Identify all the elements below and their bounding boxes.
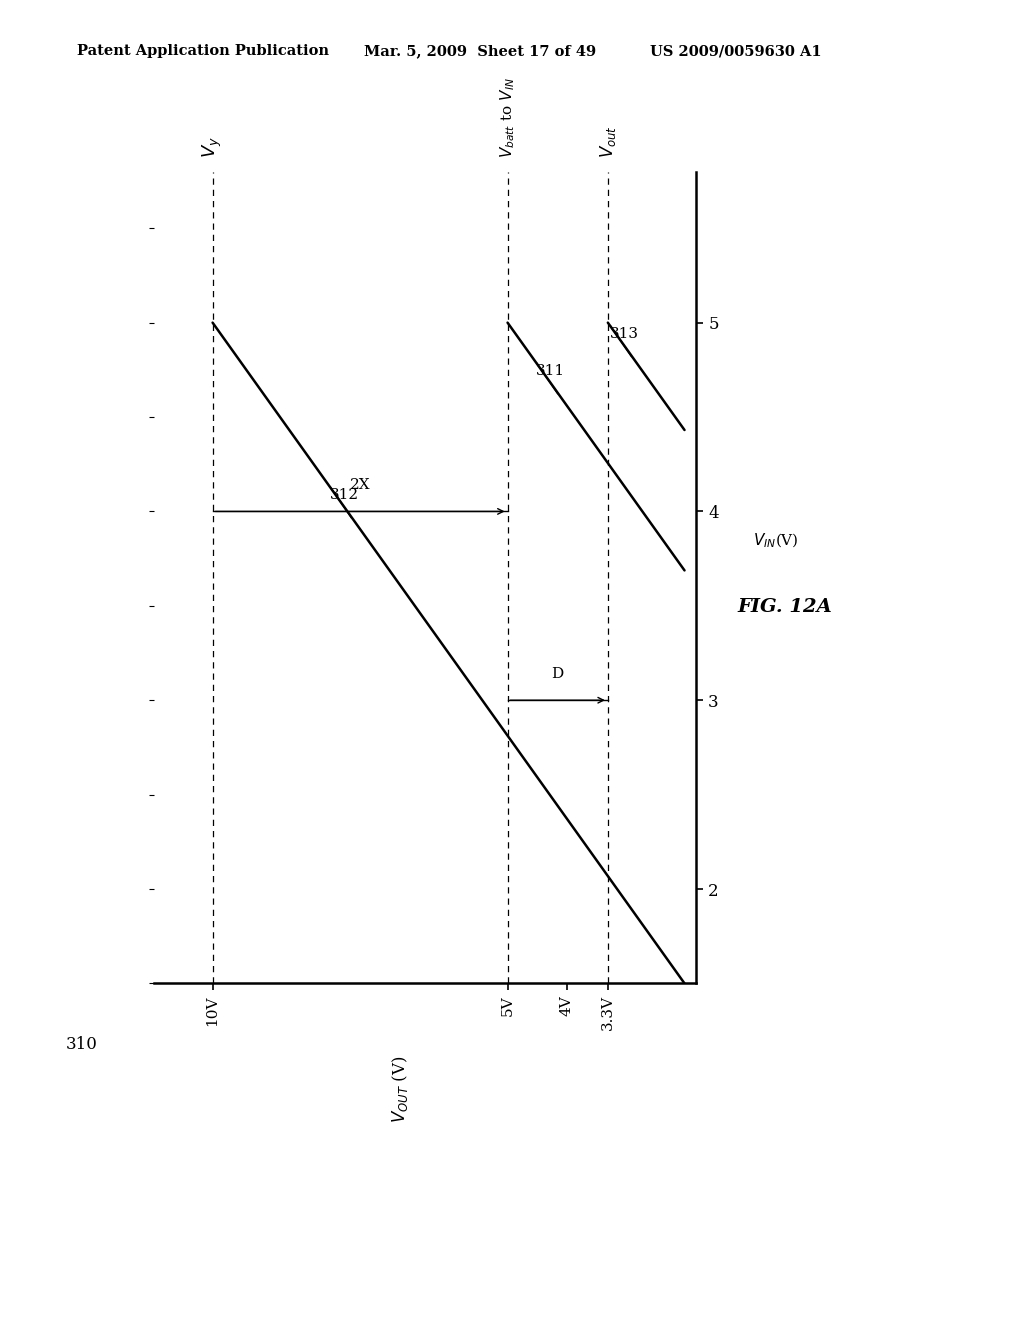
Text: Mar. 5, 2009  Sheet 17 of 49: Mar. 5, 2009 Sheet 17 of 49 bbox=[364, 45, 596, 58]
Text: 2X: 2X bbox=[350, 478, 371, 492]
Text: Patent Application Publication: Patent Application Publication bbox=[77, 45, 329, 58]
Text: $V_{OUT}$ (V): $V_{OUT}$ (V) bbox=[390, 1055, 410, 1123]
Text: US 2009/0059630 A1: US 2009/0059630 A1 bbox=[650, 45, 822, 58]
Text: $V_{out}$: $V_{out}$ bbox=[598, 125, 617, 158]
Text: 310: 310 bbox=[66, 1036, 98, 1053]
Text: 311: 311 bbox=[536, 364, 565, 378]
Text: FIG. 12A: FIG. 12A bbox=[737, 598, 833, 616]
Text: 312: 312 bbox=[330, 488, 358, 502]
Text: $V_y$: $V_y$ bbox=[201, 136, 224, 158]
Text: $V_{batt}$ to $V_{IN}$: $V_{batt}$ to $V_{IN}$ bbox=[499, 78, 517, 158]
Text: 313: 313 bbox=[609, 327, 639, 341]
Text: $V_{IN}$(V): $V_{IN}$(V) bbox=[753, 532, 799, 550]
Text: D: D bbox=[552, 667, 564, 681]
